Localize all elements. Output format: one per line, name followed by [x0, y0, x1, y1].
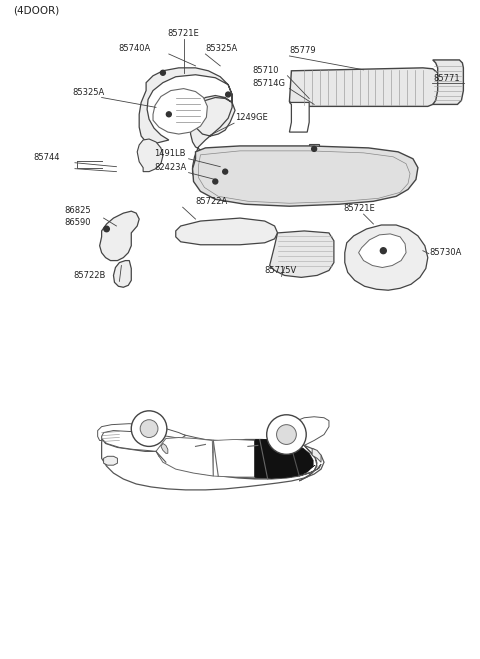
Polygon shape	[97, 424, 186, 440]
Polygon shape	[255, 440, 313, 478]
Circle shape	[140, 420, 158, 438]
Circle shape	[312, 146, 317, 152]
Polygon shape	[270, 231, 334, 277]
Polygon shape	[100, 211, 139, 260]
Text: 85730A: 85730A	[430, 248, 462, 256]
Circle shape	[223, 169, 228, 174]
Polygon shape	[300, 445, 317, 481]
Polygon shape	[176, 218, 277, 244]
Text: 85325A: 85325A	[205, 44, 238, 53]
Polygon shape	[255, 440, 312, 478]
Text: 85744: 85744	[34, 153, 60, 161]
Circle shape	[380, 248, 386, 254]
Polygon shape	[289, 68, 438, 106]
Polygon shape	[153, 88, 207, 134]
Text: (4DOOR): (4DOOR)	[12, 5, 59, 15]
Text: 86590: 86590	[64, 218, 91, 227]
Circle shape	[104, 226, 109, 232]
Text: 85715V: 85715V	[264, 266, 297, 275]
Text: 1491LB: 1491LB	[154, 149, 185, 158]
Polygon shape	[359, 234, 406, 268]
Circle shape	[276, 424, 296, 444]
Circle shape	[160, 71, 166, 75]
Text: 82423A: 82423A	[154, 163, 186, 171]
Text: 85740A: 85740A	[119, 44, 151, 53]
Polygon shape	[137, 139, 163, 171]
Polygon shape	[255, 465, 315, 478]
Polygon shape	[345, 225, 428, 290]
Text: 85722B: 85722B	[73, 272, 106, 280]
Text: 85771: 85771	[434, 74, 460, 82]
Polygon shape	[104, 456, 118, 465]
Polygon shape	[156, 438, 213, 476]
Polygon shape	[192, 146, 418, 206]
Text: 85721E: 85721E	[168, 29, 200, 38]
Polygon shape	[139, 68, 235, 185]
Polygon shape	[213, 440, 255, 477]
Polygon shape	[289, 102, 309, 132]
Text: 1249GE: 1249GE	[235, 113, 268, 122]
Text: 85722A: 85722A	[195, 197, 228, 206]
Polygon shape	[312, 448, 321, 462]
Polygon shape	[433, 60, 463, 104]
Polygon shape	[102, 438, 324, 490]
Polygon shape	[113, 260, 131, 287]
Bar	[309, 144, 319, 154]
Text: 86825: 86825	[64, 206, 91, 215]
Text: 85325A: 85325A	[72, 88, 104, 98]
Polygon shape	[161, 444, 168, 453]
Circle shape	[131, 411, 167, 446]
Polygon shape	[289, 416, 329, 445]
Circle shape	[226, 92, 230, 97]
Circle shape	[267, 415, 306, 454]
Polygon shape	[102, 430, 230, 455]
Polygon shape	[156, 448, 321, 479]
Text: 85710: 85710	[253, 66, 279, 74]
Circle shape	[167, 112, 171, 117]
Text: 85714G: 85714G	[253, 78, 286, 88]
Text: 85721E: 85721E	[344, 204, 375, 213]
Text: 85779: 85779	[289, 46, 316, 55]
Circle shape	[213, 179, 218, 184]
